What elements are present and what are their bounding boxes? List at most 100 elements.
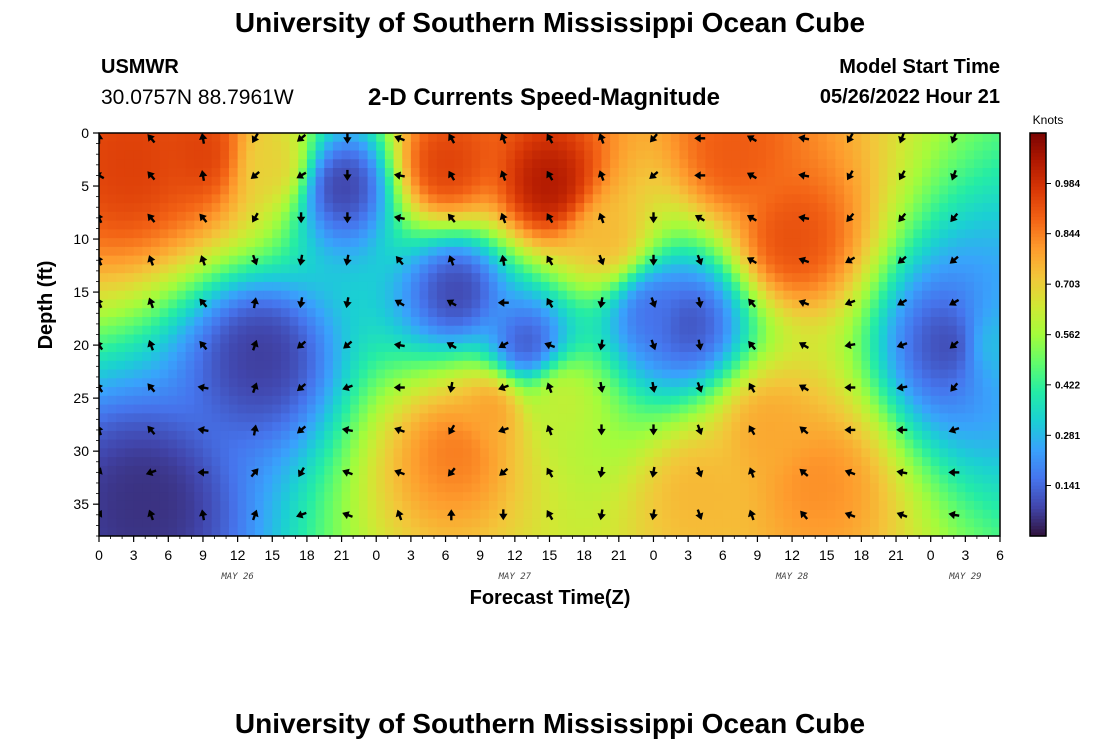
heatmap-cell <box>272 430 282 441</box>
heatmap-cell <box>913 325 923 336</box>
heatmap-cell <box>878 527 888 536</box>
heatmap-cell <box>818 509 828 520</box>
heatmap-cell <box>142 246 152 257</box>
heatmap-cell <box>384 457 395 467</box>
heatmap-cell <box>488 483 499 493</box>
heatmap-cell <box>627 483 637 493</box>
heatmap-cell <box>662 264 672 274</box>
heatmap-cell <box>445 316 455 327</box>
heatmap-cell <box>644 168 655 178</box>
heatmap-cell <box>939 159 949 169</box>
heatmap-cell <box>740 483 750 493</box>
heatmap-cell <box>688 211 698 222</box>
heatmap-cell <box>462 509 473 520</box>
heatmap-cell <box>445 430 455 441</box>
heatmap-cell <box>705 413 715 423</box>
heatmap-cell <box>679 325 689 336</box>
heatmap-cell <box>601 474 611 485</box>
heatmap-cell <box>818 211 828 222</box>
heatmap-cell <box>670 246 681 257</box>
heatmap-cell <box>220 308 230 318</box>
heatmap-cell <box>410 299 421 309</box>
heatmap-cell <box>107 290 117 301</box>
heatmap-cell <box>402 518 412 528</box>
heatmap-cell <box>532 290 542 301</box>
heatmap-cell <box>922 273 932 283</box>
heatmap-cell <box>202 308 213 318</box>
heatmap-cell <box>722 448 733 458</box>
heatmap-cell <box>462 387 473 397</box>
heatmap-cell <box>272 133 282 143</box>
heatmap-cell <box>982 352 992 362</box>
heatmap-cell <box>142 457 152 467</box>
heatmap-cell <box>956 229 966 239</box>
heatmap-cell <box>627 220 637 230</box>
heatmap-cell <box>696 378 707 388</box>
heatmap-cell <box>471 474 481 485</box>
heatmap-cell <box>384 527 395 536</box>
heatmap-cell <box>549 150 559 160</box>
heatmap-cell <box>731 527 741 536</box>
heatmap-cell <box>939 465 949 476</box>
heatmap-cell <box>315 290 325 301</box>
heatmap-cell <box>280 448 291 458</box>
heatmap-cell <box>948 378 958 388</box>
heatmap-cell <box>766 220 776 230</box>
heatmap-cell <box>913 474 923 485</box>
heatmap-cell <box>826 369 836 379</box>
heatmap-cell <box>289 185 299 195</box>
heatmap-cell <box>393 264 403 274</box>
heatmap-cell <box>202 509 213 520</box>
heatmap-cell <box>688 457 698 467</box>
heatmap-cell <box>289 133 299 143</box>
heatmap-cell <box>870 457 880 467</box>
heatmap-cell <box>99 150 109 160</box>
heatmap-cell <box>930 159 940 169</box>
heatmap-cell <box>428 483 438 493</box>
heatmap-cell <box>878 369 888 379</box>
heatmap-cell <box>549 220 559 230</box>
heatmap-cell <box>376 273 386 283</box>
current-arrow <box>499 254 508 266</box>
heatmap-cell <box>601 246 611 257</box>
heatmap-cell <box>653 343 663 353</box>
heatmap-cell <box>462 264 473 274</box>
heatmap-cell <box>428 422 438 432</box>
heatmap-cell <box>376 518 386 528</box>
heatmap-cell <box>428 316 438 327</box>
heatmap-cell <box>480 387 490 397</box>
heatmap-cell <box>176 439 187 449</box>
heatmap-cell <box>358 238 369 248</box>
heatmap-cell <box>254 246 265 257</box>
heatmap-cell <box>159 457 169 467</box>
current-arrow <box>798 134 810 143</box>
heatmap-cell <box>488 229 499 239</box>
heatmap-cell <box>306 352 317 362</box>
heatmap-cell <box>844 246 854 257</box>
heatmap-cell <box>956 343 966 353</box>
heatmap-cell <box>965 413 975 423</box>
heatmap-cell <box>454 325 464 336</box>
heatmap-cell <box>289 352 299 362</box>
heatmap-cell <box>818 264 828 274</box>
heatmap-cell <box>367 299 377 309</box>
heatmap-cell <box>688 176 698 187</box>
heatmap-cell <box>324 387 334 397</box>
heatmap-cell <box>506 500 516 511</box>
heatmap-cell <box>688 308 698 318</box>
heatmap-cell <box>367 273 377 283</box>
heatmap-cell <box>679 150 689 160</box>
heatmap-cell <box>514 141 525 152</box>
heatmap-cell <box>298 352 308 362</box>
heatmap-cell <box>896 369 906 379</box>
heatmap-cell <box>705 290 715 301</box>
heatmap-cell <box>757 483 767 493</box>
current-arrow <box>695 339 704 351</box>
heatmap-cell <box>670 141 681 152</box>
heatmap-cell <box>298 290 308 301</box>
heatmap-cell <box>237 290 247 301</box>
heatmap-cell <box>168 246 178 257</box>
heatmap-cell <box>150 492 161 502</box>
heatmap-cell <box>263 229 273 239</box>
heatmap-cell <box>601 264 611 274</box>
